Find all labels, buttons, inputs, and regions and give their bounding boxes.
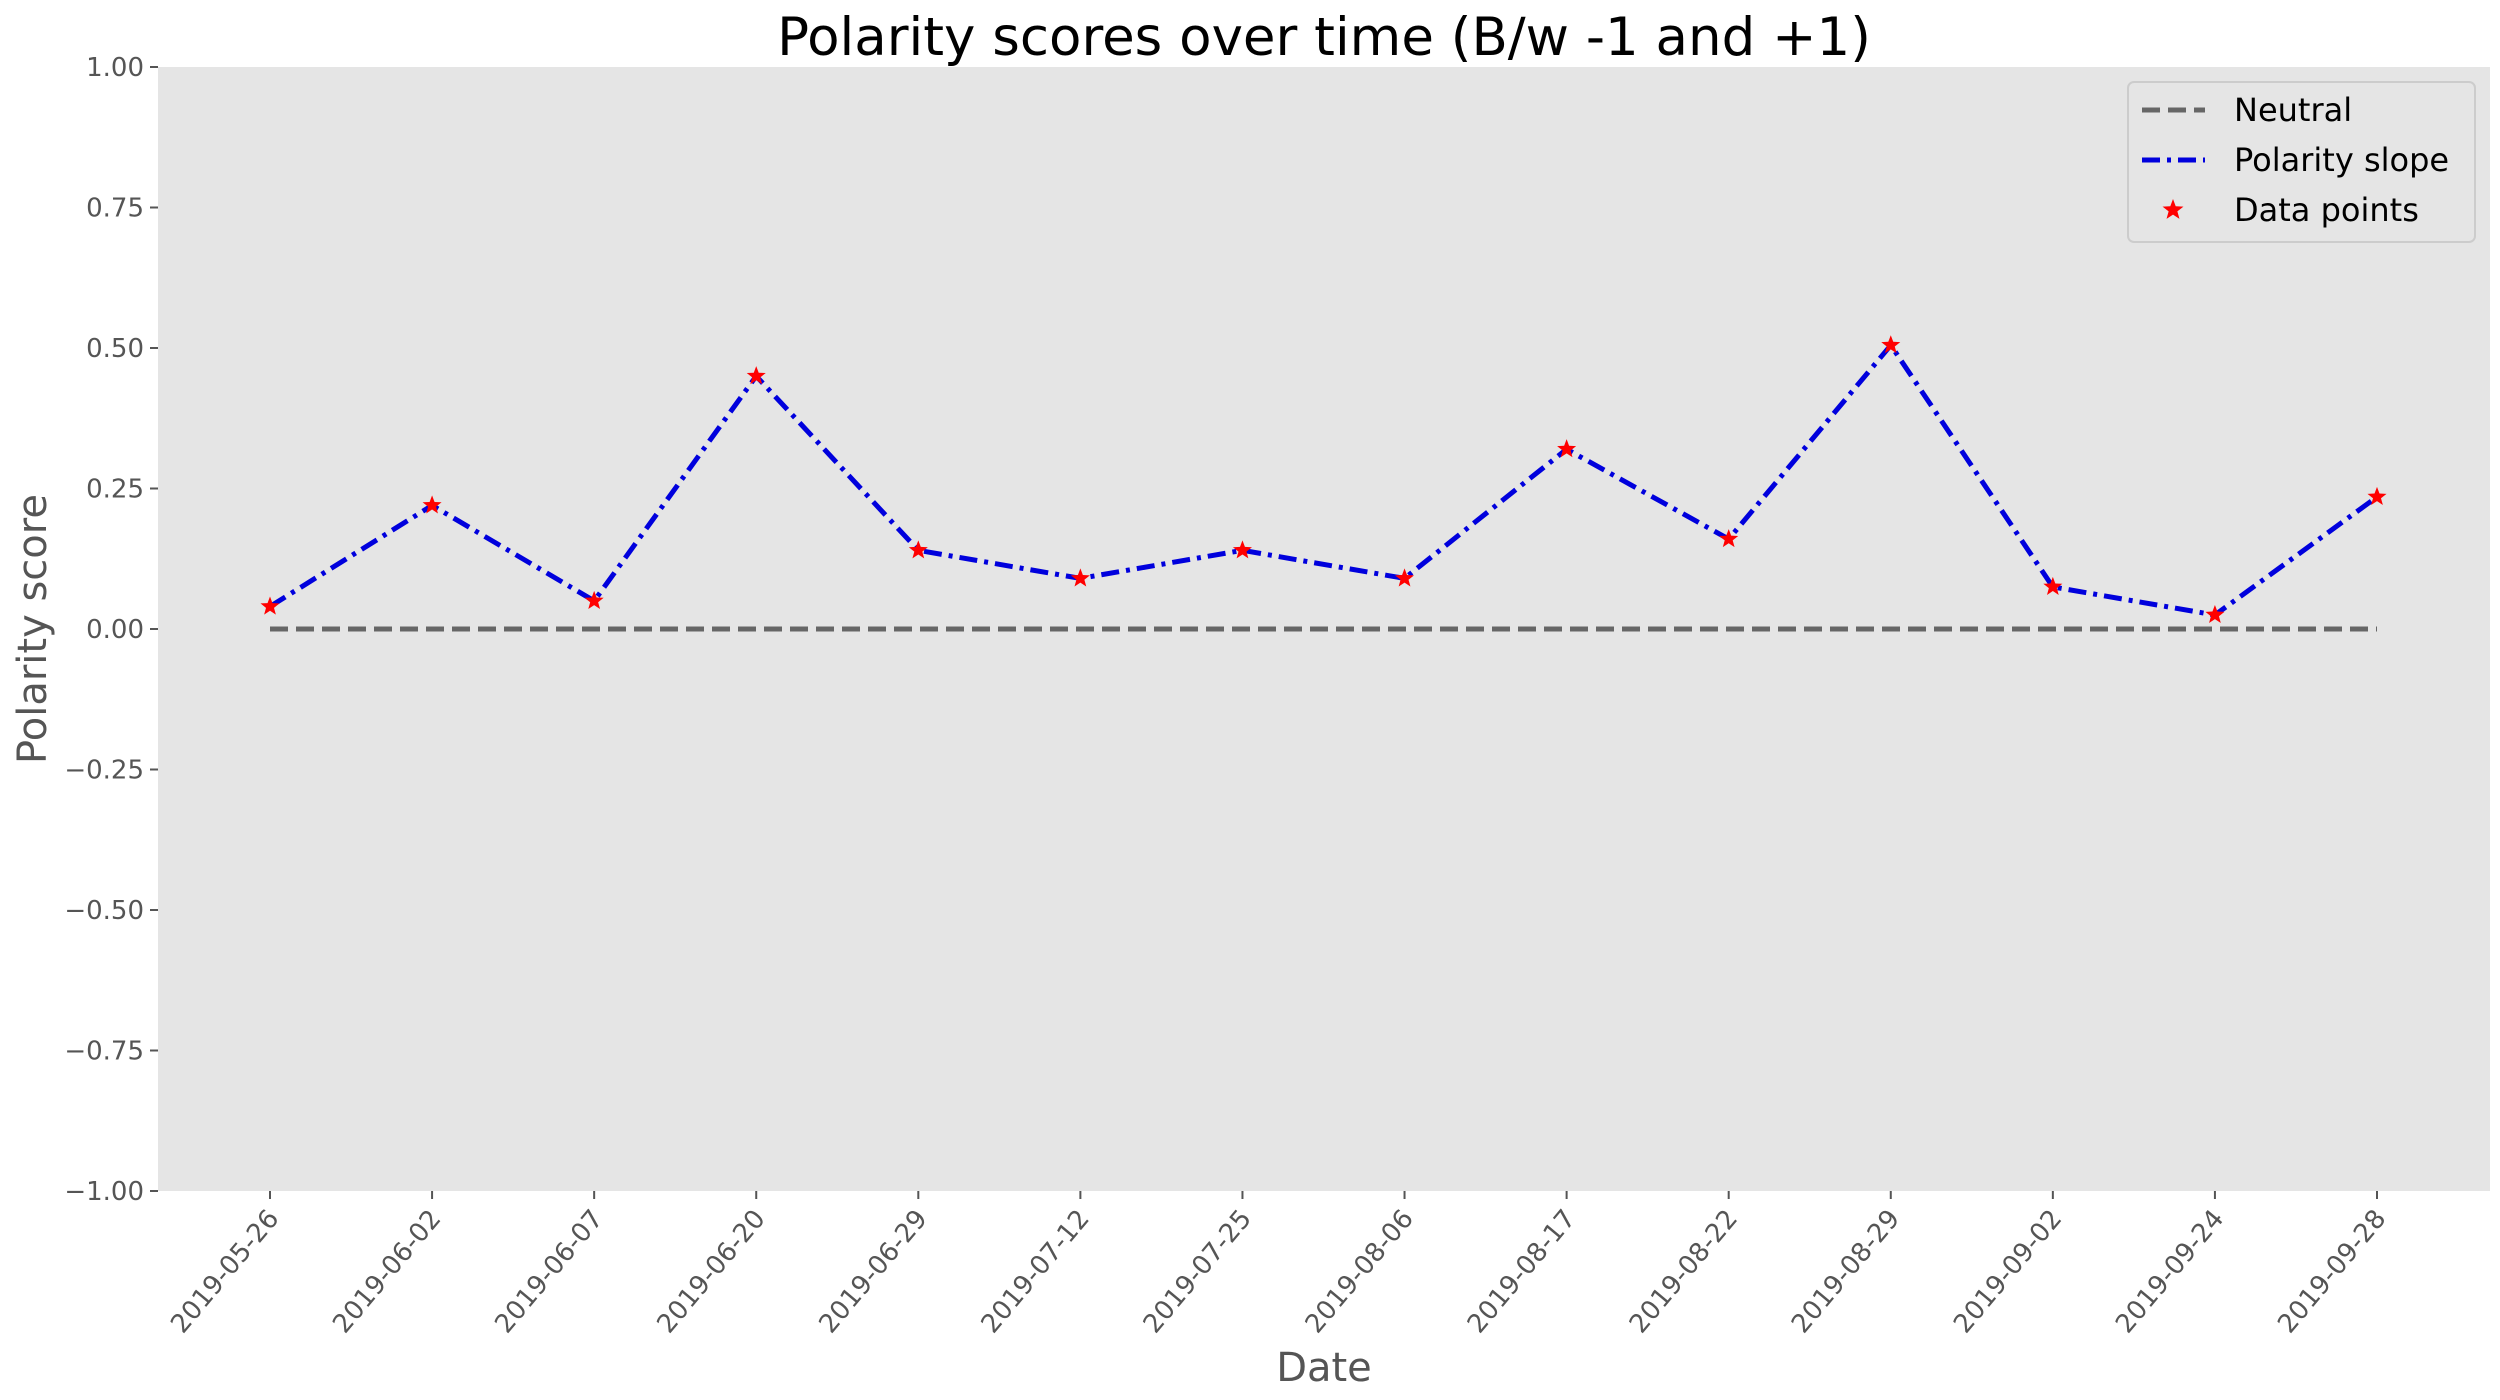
y-tick-label: −1.00 (64, 1177, 144, 1207)
legend-neutral-label: Neutral (2234, 91, 2352, 129)
y-tick-label: −0.75 (64, 1037, 144, 1067)
y-tick-label: −0.50 (64, 896, 144, 926)
y-tick-label: 0.25 (86, 475, 144, 505)
data-point-marker (1395, 568, 1415, 587)
x-tick-label: 2019-06-07 (489, 1204, 609, 1339)
x-tick-label: 2019-08-06 (1300, 1204, 1420, 1339)
data-point-marker (2205, 604, 2225, 624)
data-point-marker (1881, 335, 1901, 354)
x-tick-label: 2019-06-20 (651, 1204, 771, 1339)
x-tick-label: 2019-07-25 (1138, 1204, 1258, 1339)
legend-box (2127, 81, 2476, 243)
y-tick-label: 0.50 (86, 334, 144, 364)
x-tick-label: 2019-08-22 (1624, 1204, 1744, 1339)
data-point-marker (908, 540, 928, 559)
x-tick-label: 2019-05-26 (165, 1204, 285, 1339)
legend-data-points-label: Data points (2234, 191, 2419, 229)
x-tick-label: 2019-09-28 (2272, 1204, 2392, 1339)
x-tick-label: 2019-06-29 (814, 1204, 934, 1339)
x-tick-label: 2019-08-17 (1462, 1204, 1582, 1339)
y-tick-label: 1.00 (86, 53, 144, 83)
x-tick-label: 2019-07-12 (976, 1204, 1096, 1339)
x-tick-label: 2019-06-02 (327, 1204, 447, 1339)
data-point-marker (1719, 529, 1739, 548)
x-tick-label: 2019-08-29 (1786, 1204, 1906, 1339)
data-point-marker (260, 596, 280, 615)
x-axis-label: Date (1276, 1345, 1372, 1391)
chart-title: Polarity scores over time (B/w -1 and +1… (777, 7, 1871, 68)
data-point-marker (1557, 439, 1577, 458)
y-tick-label: −0.25 (64, 756, 144, 786)
x-tick-label: 2019-09-24 (2110, 1204, 2230, 1339)
data-point-marker (1070, 568, 1090, 587)
data-point-marker (422, 495, 442, 514)
legend: Neutral Polarity slope Data points (2127, 81, 2476, 243)
data-point-marker (1232, 540, 1252, 559)
data-point-marker (746, 366, 766, 385)
data-point-marker (584, 590, 604, 609)
y-tick-label: 0.00 (86, 615, 144, 645)
legend-polarity-slope-label: Polarity slope (2234, 141, 2449, 179)
x-tick-label: 2019-09-02 (1948, 1204, 2068, 1339)
polarity-slope-line (268, 342, 2379, 618)
y-tick-label: 0.75 (86, 194, 144, 224)
y-axis-label: Polarity score (10, 494, 56, 764)
data-point-marker (2043, 576, 2063, 595)
data-point-marker (2367, 486, 2387, 506)
series-layer (260, 335, 2387, 632)
legend-data-points-marker (2162, 199, 2184, 219)
